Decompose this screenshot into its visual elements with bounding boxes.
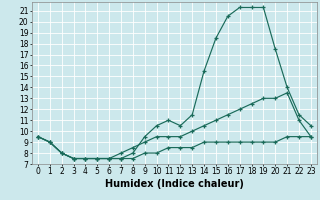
X-axis label: Humidex (Indice chaleur): Humidex (Indice chaleur) — [105, 179, 244, 189]
